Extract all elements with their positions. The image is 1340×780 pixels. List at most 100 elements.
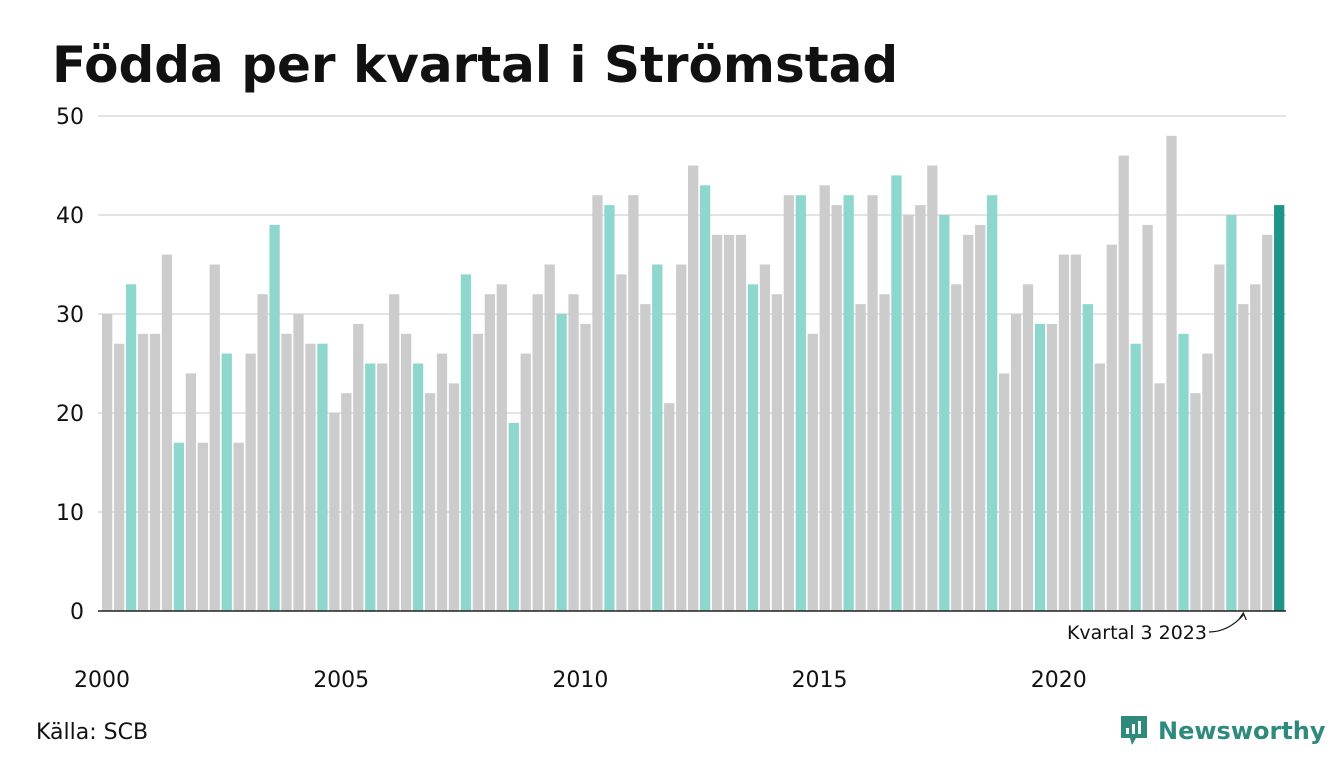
bar xyxy=(616,274,627,611)
annotation-arrowhead xyxy=(1238,611,1247,621)
annotation-label: Kvartal 3 2023 xyxy=(1067,622,1207,644)
bar xyxy=(915,205,926,611)
y-axis-ticks: 0 10 20 30 40 50 xyxy=(56,105,84,625)
bar xyxy=(293,314,304,611)
bar xyxy=(723,234,735,612)
x-tick-label: 2015 xyxy=(792,668,848,693)
x-axis-ticks: 2000 2005 2010 2015 2020 xyxy=(74,668,1087,693)
bar xyxy=(688,165,699,611)
bar xyxy=(365,363,376,611)
bar xyxy=(735,234,747,612)
bar xyxy=(221,353,232,611)
bar xyxy=(652,264,663,611)
newsworthy-logo-icon xyxy=(1121,716,1147,745)
bar xyxy=(269,224,280,611)
bar xyxy=(1178,333,1189,611)
bar xyxy=(1142,224,1153,611)
bar xyxy=(939,215,950,611)
bar xyxy=(927,165,938,611)
bar xyxy=(1238,304,1249,611)
bar xyxy=(1082,304,1093,611)
bar xyxy=(592,195,603,611)
bar xyxy=(532,294,543,611)
brand[interactable]: Newsworthy xyxy=(1118,714,1326,748)
bar xyxy=(305,343,316,611)
bar xyxy=(1094,363,1105,611)
bar xyxy=(831,205,842,611)
bar xyxy=(329,413,340,611)
bar xyxy=(102,314,113,611)
bar xyxy=(245,353,256,611)
bar xyxy=(580,323,591,611)
bar xyxy=(795,195,806,611)
y-tick-label: 0 xyxy=(70,600,84,625)
bar xyxy=(963,234,974,612)
bar xyxy=(1274,205,1285,611)
bar xyxy=(544,264,555,611)
bar xyxy=(855,304,866,611)
bar xyxy=(867,195,878,611)
bar xyxy=(879,294,890,611)
bar xyxy=(1046,323,1058,611)
bar xyxy=(400,333,412,611)
chart-title: Födda per kvartal i Strömstad xyxy=(52,36,899,94)
bar xyxy=(699,185,711,612)
bar xyxy=(1058,254,1070,611)
bar xyxy=(412,363,424,611)
brand-name: Newsworthy xyxy=(1158,717,1326,745)
bar xyxy=(1214,264,1225,611)
source-label: Källa: SCB xyxy=(36,720,149,745)
bar xyxy=(676,264,687,611)
bar xyxy=(783,195,794,611)
bar xyxy=(436,353,448,611)
bar xyxy=(807,333,818,611)
bar xyxy=(1034,323,1046,611)
y-tick-label: 50 xyxy=(56,105,84,130)
bar xyxy=(1166,135,1177,612)
x-tick-label: 2020 xyxy=(1031,668,1087,693)
annotation: Kvartal 3 2023 xyxy=(1067,611,1247,644)
bar xyxy=(640,304,651,611)
bar xyxy=(568,294,579,611)
y-tick-label: 10 xyxy=(56,501,84,526)
bar xyxy=(891,175,902,611)
bar xyxy=(185,373,197,611)
bar xyxy=(472,333,484,611)
bar xyxy=(496,284,507,611)
bar xyxy=(998,373,1010,611)
bar xyxy=(556,314,567,611)
bar xyxy=(771,294,783,611)
bar xyxy=(843,195,854,611)
bar xyxy=(987,195,998,611)
bar xyxy=(257,294,268,611)
bar xyxy=(389,294,400,611)
bar xyxy=(604,205,615,611)
bar xyxy=(1118,155,1129,611)
bar xyxy=(1190,393,1201,611)
bar xyxy=(149,333,161,611)
bar xyxy=(125,284,137,611)
bar xyxy=(747,284,759,611)
bar xyxy=(628,195,639,611)
bar xyxy=(1070,254,1082,611)
bar-chart: 0 10 20 30 40 50 2000 2005 2010 2015 2020 Kvartal… xyxy=(56,105,1286,693)
bar xyxy=(1226,215,1237,611)
bar xyxy=(460,274,472,611)
bar xyxy=(317,343,328,611)
bar xyxy=(377,363,388,611)
bar xyxy=(197,442,208,611)
bar xyxy=(1106,244,1117,611)
x-tick-label: 2005 xyxy=(313,668,369,693)
bar xyxy=(161,254,173,611)
bar xyxy=(173,442,185,611)
bar xyxy=(281,333,292,611)
bar xyxy=(903,215,914,611)
y-tick-label: 40 xyxy=(56,204,84,229)
bars xyxy=(102,135,1285,612)
y-tick-label: 30 xyxy=(56,303,84,328)
bar xyxy=(353,323,364,611)
x-tick-label: 2010 xyxy=(552,668,608,693)
bar xyxy=(137,333,149,611)
bar xyxy=(711,234,723,612)
bar xyxy=(1250,284,1261,611)
